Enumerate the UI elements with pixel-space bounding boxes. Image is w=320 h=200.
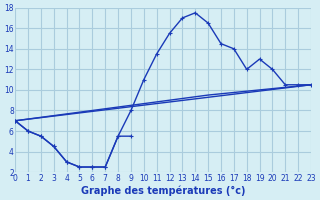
X-axis label: Graphe des températures (°c): Graphe des températures (°c) — [81, 185, 245, 196]
